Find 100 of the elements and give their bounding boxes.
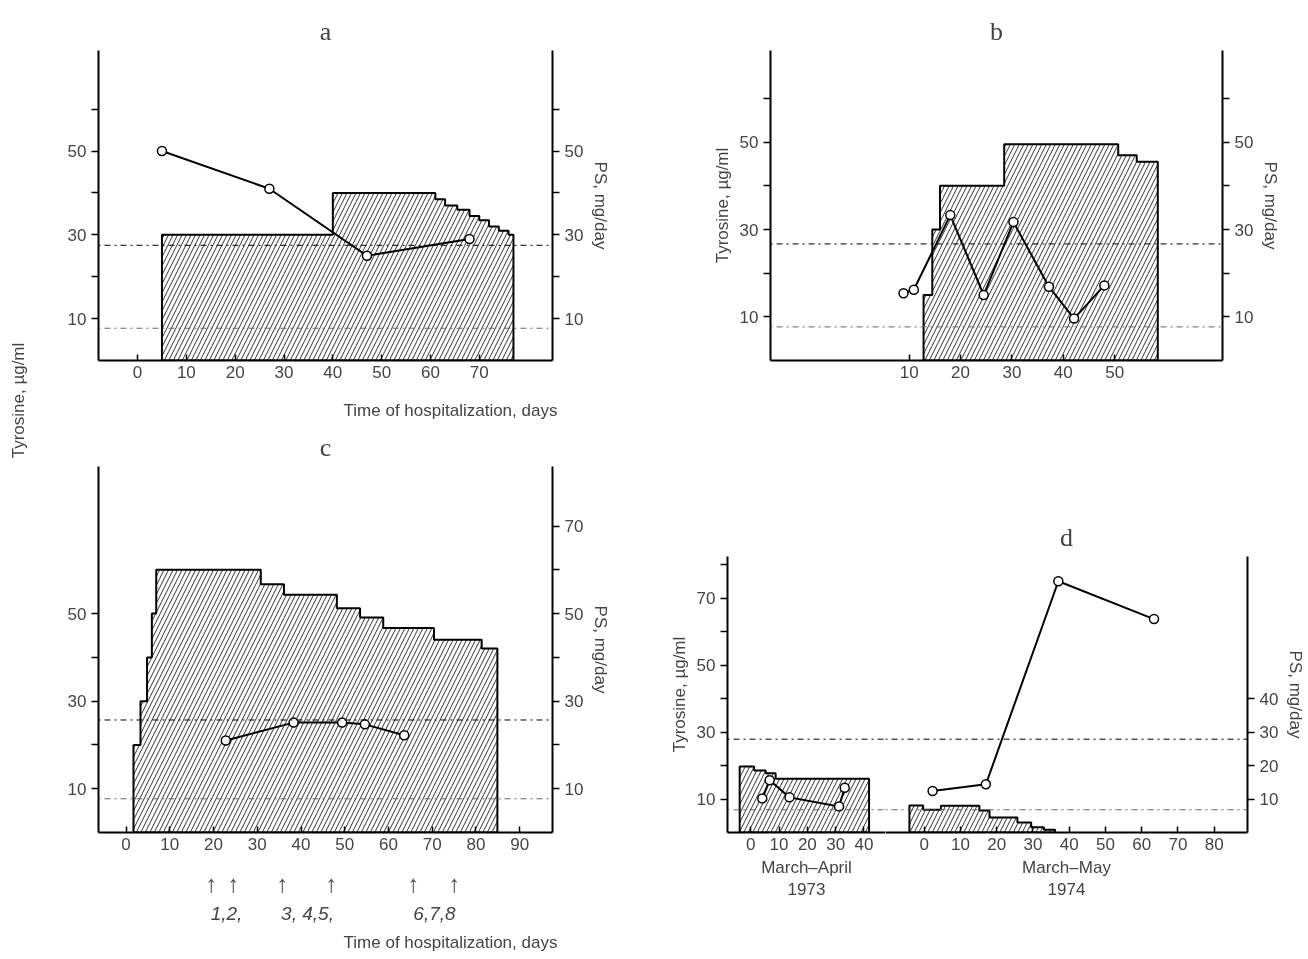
- y2-tick-label: 30: [1259, 723, 1279, 743]
- x-tick-label: 60: [1132, 834, 1152, 854]
- x-tick-label: 40: [854, 834, 874, 854]
- point: [336, 717, 348, 728]
- x-tick-label: 0: [132, 362, 143, 382]
- y2-axis-title: PS, mg/day: [1286, 650, 1306, 739]
- point: [980, 779, 992, 790]
- y-tick-label: 10: [696, 790, 716, 810]
- point: [1053, 576, 1064, 587]
- x-tick-label: 70: [1168, 834, 1188, 854]
- text: ↑: [205, 870, 218, 897]
- text: ↑: [325, 870, 338, 897]
- x-axis-title: Time of hospitalization, days: [343, 933, 558, 952]
- y2-tick-label: 50: [564, 604, 584, 624]
- point: [764, 775, 775, 786]
- x-tick-label: 50: [1105, 362, 1125, 382]
- point: [945, 209, 956, 221]
- y2-axis-title: PS, mg/day: [591, 605, 611, 694]
- x-tick-label: 80: [1204, 834, 1224, 854]
- y2-tick-label: 70: [564, 517, 584, 537]
- y2-tick-label: 30: [564, 225, 584, 245]
- y-tick-label: 50: [739, 133, 759, 153]
- point: [833, 801, 845, 812]
- text: ↑: [407, 870, 420, 897]
- y2-tick-label: 50: [1234, 133, 1254, 153]
- y2-tick-label: 30: [564, 692, 584, 712]
- point: [1148, 613, 1160, 625]
- point: [464, 233, 475, 245]
- y2-axis-title: PS, mg/day: [1261, 161, 1281, 250]
- point: [898, 288, 909, 299]
- x-tick-label: 50: [1096, 834, 1115, 854]
- point: [1008, 216, 1019, 228]
- y-tick-label: 50: [696, 656, 716, 676]
- y-tick-label: 30: [739, 220, 759, 240]
- point: [908, 284, 920, 296]
- x-tick-label: 20: [987, 834, 1007, 854]
- text: ↑: [227, 870, 240, 897]
- text: ↑: [448, 870, 461, 897]
- text: ↑: [276, 870, 289, 897]
- x-tick-label: 40: [323, 362, 343, 382]
- x-tick-label: 70: [469, 362, 489, 382]
- chart-title: d: [1060, 522, 1073, 552]
- x-tick-label: 60: [421, 362, 440, 382]
- point: [839, 782, 850, 793]
- x-axis-title: March–May 1974: [1022, 857, 1112, 900]
- x-tick-label: 20: [951, 362, 971, 382]
- x-tick-label: 30: [1002, 362, 1022, 382]
- x-axis-title: Time of hospitalization, days: [343, 401, 558, 420]
- y2-tick-label: 10: [1259, 790, 1279, 810]
- x-tick-label: 40: [291, 834, 311, 854]
- y2-tick-label: 10: [564, 309, 584, 329]
- x-tick-label: 0: [919, 834, 930, 854]
- x-tick-label: 20: [204, 834, 223, 854]
- point: [757, 793, 768, 804]
- x-tick-label: 40: [1053, 362, 1073, 382]
- y2-tick-label: 50: [564, 142, 584, 162]
- x-tick-label: 10: [899, 362, 919, 382]
- x-tick-label: 10: [176, 362, 196, 382]
- x-tick-label: 90: [510, 834, 530, 854]
- point: [156, 145, 168, 157]
- point: [1099, 280, 1110, 291]
- x-tick-label: 60: [379, 834, 398, 854]
- text: 6,7,8: [413, 903, 457, 924]
- x-tick-label: 70: [422, 834, 442, 854]
- x-tick-label: 30: [1023, 834, 1043, 854]
- x-tick-label: 10: [160, 834, 180, 854]
- point: [220, 735, 232, 746]
- x-tick-label: 20: [225, 362, 245, 382]
- x-axis-title: March–April 1973: [761, 857, 852, 900]
- x-tick-label: 30: [274, 362, 294, 382]
- y2-tick-label: 10: [564, 779, 584, 799]
- y-tick-label: 10: [67, 309, 87, 329]
- x-tick-label: 40: [1059, 834, 1079, 854]
- x-tick-label: 30: [247, 834, 267, 854]
- x-tick-label: 0: [121, 834, 131, 854]
- y2-tick-label: 30: [1234, 220, 1254, 240]
- y2-tick-label: 10: [1234, 307, 1254, 327]
- y-tick-label: 70: [696, 589, 716, 609]
- x-tick-label: 10: [769, 834, 789, 854]
- x-tick-label: 10: [951, 834, 970, 854]
- point: [784, 792, 795, 803]
- y-tick-label: 30: [67, 225, 87, 245]
- point: [1043, 281, 1055, 292]
- y-tick-label: 10: [739, 307, 759, 327]
- point: [398, 730, 410, 741]
- point: [361, 250, 373, 262]
- point: [927, 785, 938, 797]
- y2-axis-title: PS, mg/day: [591, 161, 611, 250]
- y-axis-title: Tyrosine, µg/ml: [9, 342, 28, 459]
- chart-title: b: [990, 16, 1003, 46]
- x-tick-label: 0: [745, 834, 756, 854]
- point: [1068, 313, 1080, 324]
- y-tick-label: 50: [67, 142, 87, 162]
- y2-tick-label: 20: [1259, 756, 1279, 776]
- y-tick-label: 50: [67, 604, 87, 624]
- text: 3, 4,5,: [281, 903, 334, 924]
- point: [978, 289, 989, 301]
- chart-title: c: [319, 432, 332, 462]
- y-tick-label: 30: [696, 723, 716, 743]
- y-axis-title: Tyrosine, µg/ml: [712, 147, 732, 264]
